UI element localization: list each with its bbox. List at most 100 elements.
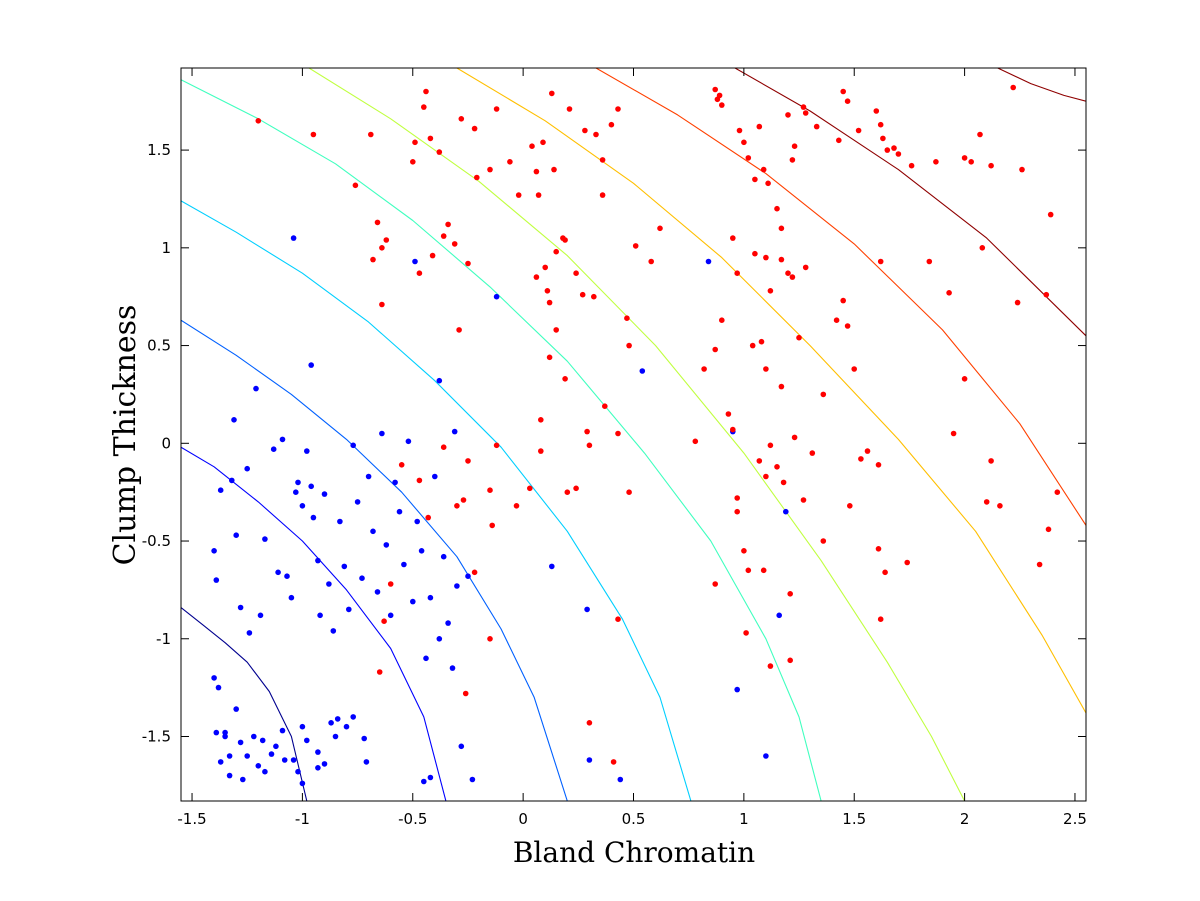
data-point (712, 581, 718, 587)
data-point (544, 288, 551, 294)
data-point (1045, 526, 1052, 533)
data-point (562, 376, 568, 382)
data-point (564, 489, 571, 496)
x-axis-ticks: -1.5 -1 -0.5 0 0.5 1 1.5 2 2.5 (177, 68, 1087, 828)
data-point (365, 473, 372, 480)
data-point (716, 92, 723, 99)
data-point (961, 155, 968, 161)
data-point (950, 430, 957, 437)
data-point (215, 684, 222, 691)
data-point (240, 776, 246, 783)
data-point (586, 757, 593, 763)
data-point (352, 182, 359, 189)
data-point (237, 739, 244, 746)
data-point (844, 323, 851, 329)
data-point (730, 235, 736, 241)
data-point (392, 479, 398, 486)
data-point (387, 581, 394, 587)
data-point (884, 147, 891, 153)
data-point (383, 542, 390, 548)
data-point (546, 299, 553, 306)
data-point (840, 297, 846, 304)
data-point (304, 448, 310, 454)
data-point (734, 508, 740, 515)
data-point (465, 573, 471, 579)
data-point (997, 503, 1003, 509)
data-point (440, 553, 447, 560)
data-point (440, 444, 447, 451)
data-point (387, 612, 394, 619)
data-point (820, 538, 827, 544)
data-point (765, 180, 771, 187)
data-point (791, 143, 798, 149)
data-point (436, 377, 443, 384)
data-point (273, 743, 279, 750)
data-point (586, 442, 593, 449)
data-point (778, 225, 785, 232)
data-point (299, 503, 306, 509)
data-point (412, 139, 418, 146)
contour-line (181, 446, 447, 801)
data-point (833, 317, 840, 324)
data-point (308, 483, 315, 490)
y-tick-label: 0 (161, 434, 171, 452)
data-point (602, 403, 608, 410)
data-point (1054, 489, 1061, 496)
data-point (549, 563, 555, 570)
data-point (321, 491, 328, 497)
data-point (368, 131, 374, 138)
data-point (281, 757, 288, 763)
data-point (423, 655, 429, 662)
data-point (767, 288, 774, 294)
contour-line (181, 79, 822, 801)
data-point (275, 569, 281, 576)
data-point (507, 159, 513, 165)
data-point (926, 258, 933, 265)
data-point (211, 548, 217, 554)
data-point (465, 458, 471, 464)
data-point (279, 436, 286, 443)
data-point (1036, 561, 1043, 568)
data-point (877, 616, 884, 622)
data-point (535, 192, 542, 198)
data-point (299, 780, 306, 787)
data-point (767, 663, 774, 669)
data-point (756, 458, 763, 464)
data-point (341, 563, 348, 570)
data-point (785, 270, 791, 277)
data-point (908, 162, 915, 169)
x-tick-label: -1.5 (177, 810, 206, 828)
data-point (474, 174, 480, 181)
data-point (493, 293, 500, 300)
data-point (471, 125, 478, 132)
data-point (454, 583, 460, 589)
data-point (460, 497, 467, 503)
data-point (451, 428, 458, 435)
data-point (760, 166, 767, 173)
data-point (785, 112, 791, 118)
data-point (244, 753, 250, 759)
data-point (540, 139, 546, 146)
data-point (381, 618, 387, 624)
data-point (549, 90, 555, 97)
data-point (315, 557, 321, 564)
data-point (904, 559, 910, 566)
data-point (326, 581, 332, 587)
data-point (412, 258, 418, 265)
data-point (304, 737, 310, 744)
data-point (288, 594, 295, 601)
data-point (262, 768, 268, 775)
data-point (465, 260, 471, 267)
data-point (851, 366, 857, 372)
data-point (599, 192, 606, 198)
data-point (573, 485, 579, 492)
data-point (458, 743, 465, 750)
data-point (639, 368, 646, 374)
data-point (776, 612, 782, 619)
data-point (774, 464, 780, 470)
data-point (741, 139, 747, 146)
data-point (809, 450, 816, 456)
data-point (513, 503, 520, 509)
data-point (427, 135, 434, 142)
data-point (593, 131, 599, 138)
